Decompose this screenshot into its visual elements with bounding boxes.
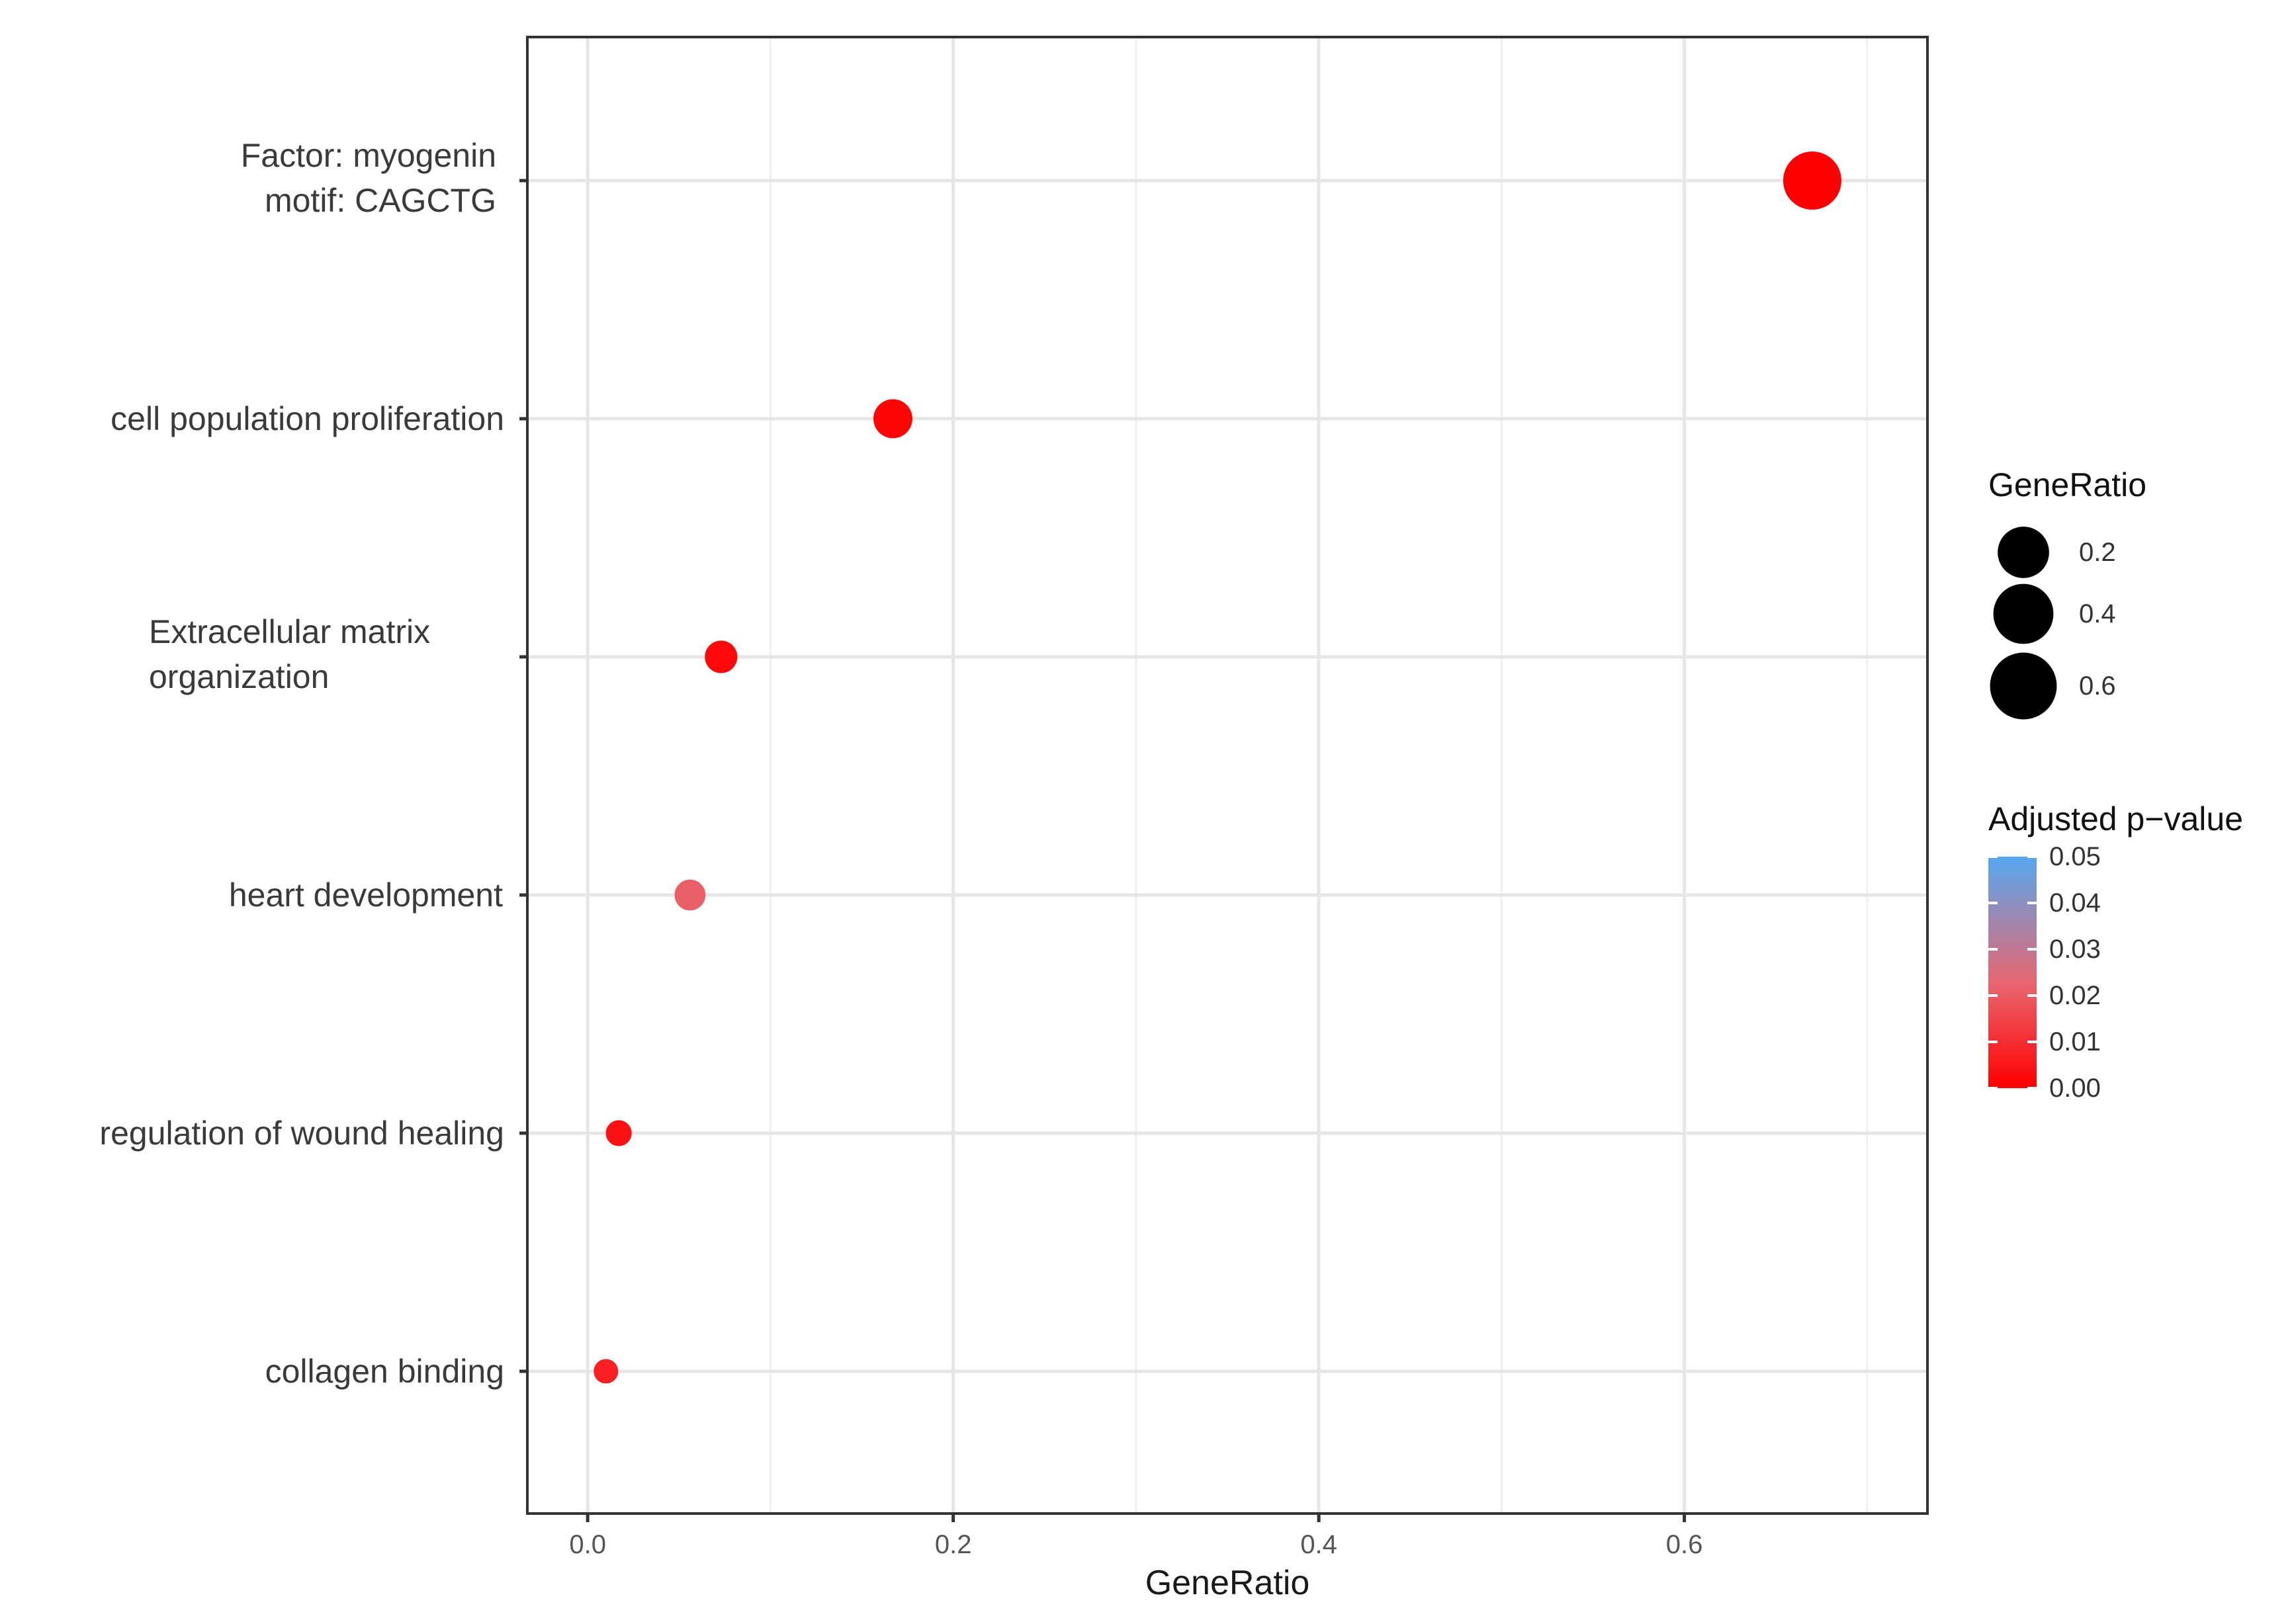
y-category-label: Extracellular matrix organization (149, 613, 430, 695)
y-category-label-line: collagen binding (265, 1353, 504, 1390)
data-point (705, 640, 738, 673)
x-axis: 0.0 0.2 0.4 0.6 (569, 1514, 1702, 1559)
size-legend-label: 0.4 (2079, 599, 2116, 628)
size-legend-label: 0.6 (2079, 671, 2116, 701)
colorbar-tick-label: 0.00 (2049, 1074, 2101, 1103)
plot-panel-border (526, 36, 1929, 1515)
size-legend: GeneRatio 0.2 0.4 0.6 (1988, 466, 2146, 720)
size-legend-key (1998, 527, 2049, 578)
x-tick-label: 0.0 (569, 1530, 606, 1559)
data-point (873, 399, 912, 439)
colorbar-tick-label: 0.02 (2049, 981, 2101, 1010)
x-tick-label: 0.2 (935, 1530, 972, 1559)
y-category-label-line: cell population proliferation (110, 400, 504, 437)
y-category-label: heart development (229, 876, 503, 914)
size-legend-label: 0.2 (2079, 538, 2116, 567)
minor-gridlines (769, 37, 1869, 1514)
colorbar-tick-label: 0.03 (2049, 935, 2101, 964)
y-category-label-line: motif: CAGCTG (265, 182, 496, 219)
major-gridlines (527, 37, 1927, 1514)
x-tick-label: 0.6 (1666, 1530, 1703, 1559)
y-category-label-line: organization (149, 658, 329, 695)
y-axis: Factor: myogenin motif: CAGCTG cell popula… (99, 137, 527, 1390)
y-category-label-line: Factor: myogenin (241, 137, 496, 174)
y-category-label: regulation of wound healing (99, 1115, 504, 1152)
size-legend-title: GeneRatio (1988, 466, 2146, 503)
color-legend-title: Adjusted p−value (1988, 800, 2243, 837)
y-category-label-line: regulation of wound healing (99, 1115, 504, 1152)
y-category-label: collagen binding (265, 1353, 504, 1390)
color-legend: Adjusted p−value 0.05 0.04 0.03 0.02 0.01 0.0… (1988, 800, 2243, 1103)
data-point (1783, 151, 1841, 210)
size-legend-key (1993, 583, 2054, 644)
data-point (605, 1120, 632, 1146)
data-point (674, 879, 706, 911)
y-category-label-line: Extracellular matrix (149, 613, 430, 650)
data-point (594, 1359, 619, 1384)
y-category-label: Factor: myogenin motif: CAGCTG (241, 137, 496, 219)
colorbar (1988, 857, 2037, 1088)
colorbar-tick-label: 0.04 (2049, 888, 2101, 918)
y-category-label-line: heart development (229, 876, 503, 914)
y-category-label: cell population proliferation (110, 400, 504, 437)
data-points (594, 151, 1841, 1384)
x-tick-label: 0.4 (1300, 1530, 1337, 1559)
size-legend-key (1990, 652, 2057, 720)
colorbar-tick-label: 0.01 (2049, 1027, 2101, 1056)
x-axis-title: GeneRatio (1145, 1564, 1310, 1602)
colorbar-tick-label: 0.05 (2049, 842, 2101, 871)
